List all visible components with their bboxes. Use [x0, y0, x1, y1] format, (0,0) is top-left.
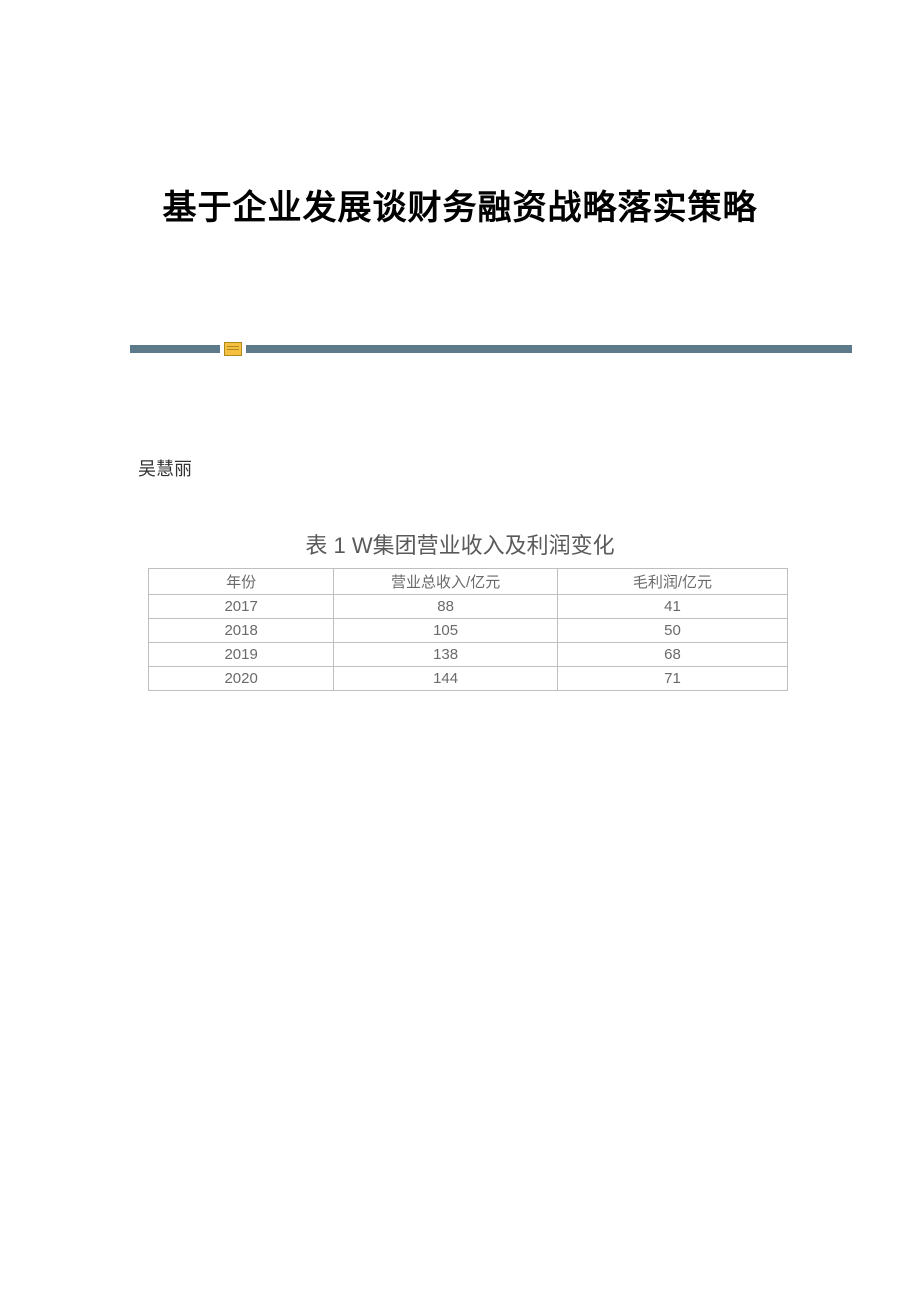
divider-bar	[130, 345, 852, 353]
table-header-profit: 毛利润/亿元	[557, 569, 787, 595]
cell-year: 2020	[149, 667, 334, 691]
divider-left-segment	[130, 345, 220, 353]
cell-profit: 68	[557, 643, 787, 667]
table-header-row: 年份 营业总收入/亿元 毛利润/亿元	[149, 569, 788, 595]
table-header-revenue: 营业总收入/亿元	[334, 569, 558, 595]
table-title: 表 1 W集团营业收入及利润变化	[0, 528, 920, 560]
table-row: 2018 105 50	[149, 619, 788, 643]
cell-year: 2018	[149, 619, 334, 643]
table-header-year: 年份	[149, 569, 334, 595]
revenue-profit-table: 年份 营业总收入/亿元 毛利润/亿元 2017 88 41 2018 105 5…	[148, 568, 788, 691]
cell-year: 2017	[149, 595, 334, 619]
table-row: 2017 88 41	[149, 595, 788, 619]
cell-revenue: 144	[334, 667, 558, 691]
cell-year: 2019	[149, 643, 334, 667]
cell-revenue: 88	[334, 595, 558, 619]
cell-profit: 50	[557, 619, 787, 643]
author-name: 吴慧丽	[138, 455, 192, 481]
cell-revenue: 138	[334, 643, 558, 667]
page-title: 基于企业发展谈财务融资战略落实策略	[0, 180, 920, 229]
cell-profit: 41	[557, 595, 787, 619]
document-icon	[224, 342, 242, 356]
cell-revenue: 105	[334, 619, 558, 643]
divider-right-segment	[246, 345, 852, 353]
table-row: 2020 144 71	[149, 667, 788, 691]
cell-profit: 71	[557, 667, 787, 691]
table-row: 2019 138 68	[149, 643, 788, 667]
